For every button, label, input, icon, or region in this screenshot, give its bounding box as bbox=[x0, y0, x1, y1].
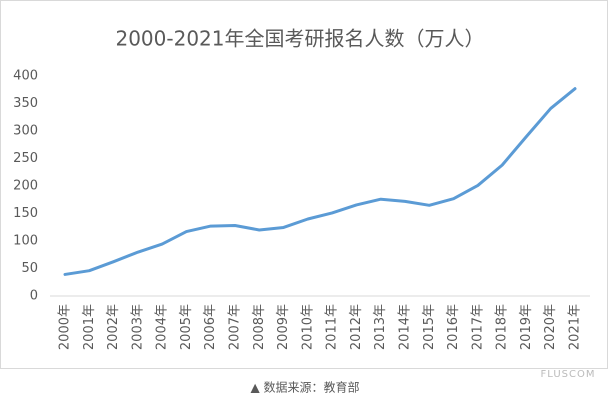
x-tick-label: 2018年 bbox=[495, 304, 510, 350]
x-tick-label: 2019年 bbox=[519, 304, 534, 350]
chart-title: 2000-2021年全国考研报名人数（万人） bbox=[115, 27, 484, 51]
watermark: FLUSCOM bbox=[541, 369, 596, 380]
x-tick-label: 2010年 bbox=[300, 304, 315, 350]
x-tick-label: 2000年 bbox=[58, 304, 73, 350]
y-tick-label: 200 bbox=[13, 179, 38, 194]
x-tick-label: 2020年 bbox=[543, 304, 558, 350]
y-tick-label: 400 bbox=[13, 69, 38, 84]
x-tick-label: 2013年 bbox=[373, 304, 388, 350]
data-line bbox=[63, 87, 577, 276]
x-tick-label: 2015年 bbox=[422, 304, 437, 350]
chart-frame bbox=[0, 0, 608, 369]
x-tick-label: 2021年 bbox=[568, 304, 583, 350]
y-tick-label: 150 bbox=[13, 206, 38, 221]
y-tick-label: 100 bbox=[13, 234, 38, 249]
x-tick-label: 2006年 bbox=[203, 304, 218, 350]
x-tick-label: 2003年 bbox=[130, 304, 145, 350]
x-tick-label: 2011年 bbox=[325, 304, 340, 350]
x-tick-label: 2014年 bbox=[398, 304, 413, 350]
y-tick-label: 50 bbox=[21, 261, 38, 276]
x-tick-label: 2017年 bbox=[470, 304, 485, 350]
x-tick-label: 2005年 bbox=[179, 304, 194, 350]
y-tick-label: 0 bbox=[30, 289, 38, 304]
x-tick-label: 2007年 bbox=[228, 304, 243, 350]
x-tick-label: 2008年 bbox=[252, 304, 267, 350]
x-tick-label: 2004年 bbox=[155, 304, 170, 350]
x-tick-label: 2002年 bbox=[106, 304, 121, 350]
y-tick-label: 250 bbox=[13, 151, 38, 166]
x-tick-label: 2001年 bbox=[82, 304, 97, 350]
x-tick-label: 2012年 bbox=[349, 304, 364, 350]
y-tick-label: 300 bbox=[13, 124, 38, 139]
source-note: ▲ 数据来源：教育部 bbox=[250, 380, 359, 395]
x-tick-label: 2009年 bbox=[276, 304, 291, 350]
y-tick-label: 350 bbox=[13, 96, 38, 111]
x-tick-label: 2016年 bbox=[446, 304, 461, 350]
